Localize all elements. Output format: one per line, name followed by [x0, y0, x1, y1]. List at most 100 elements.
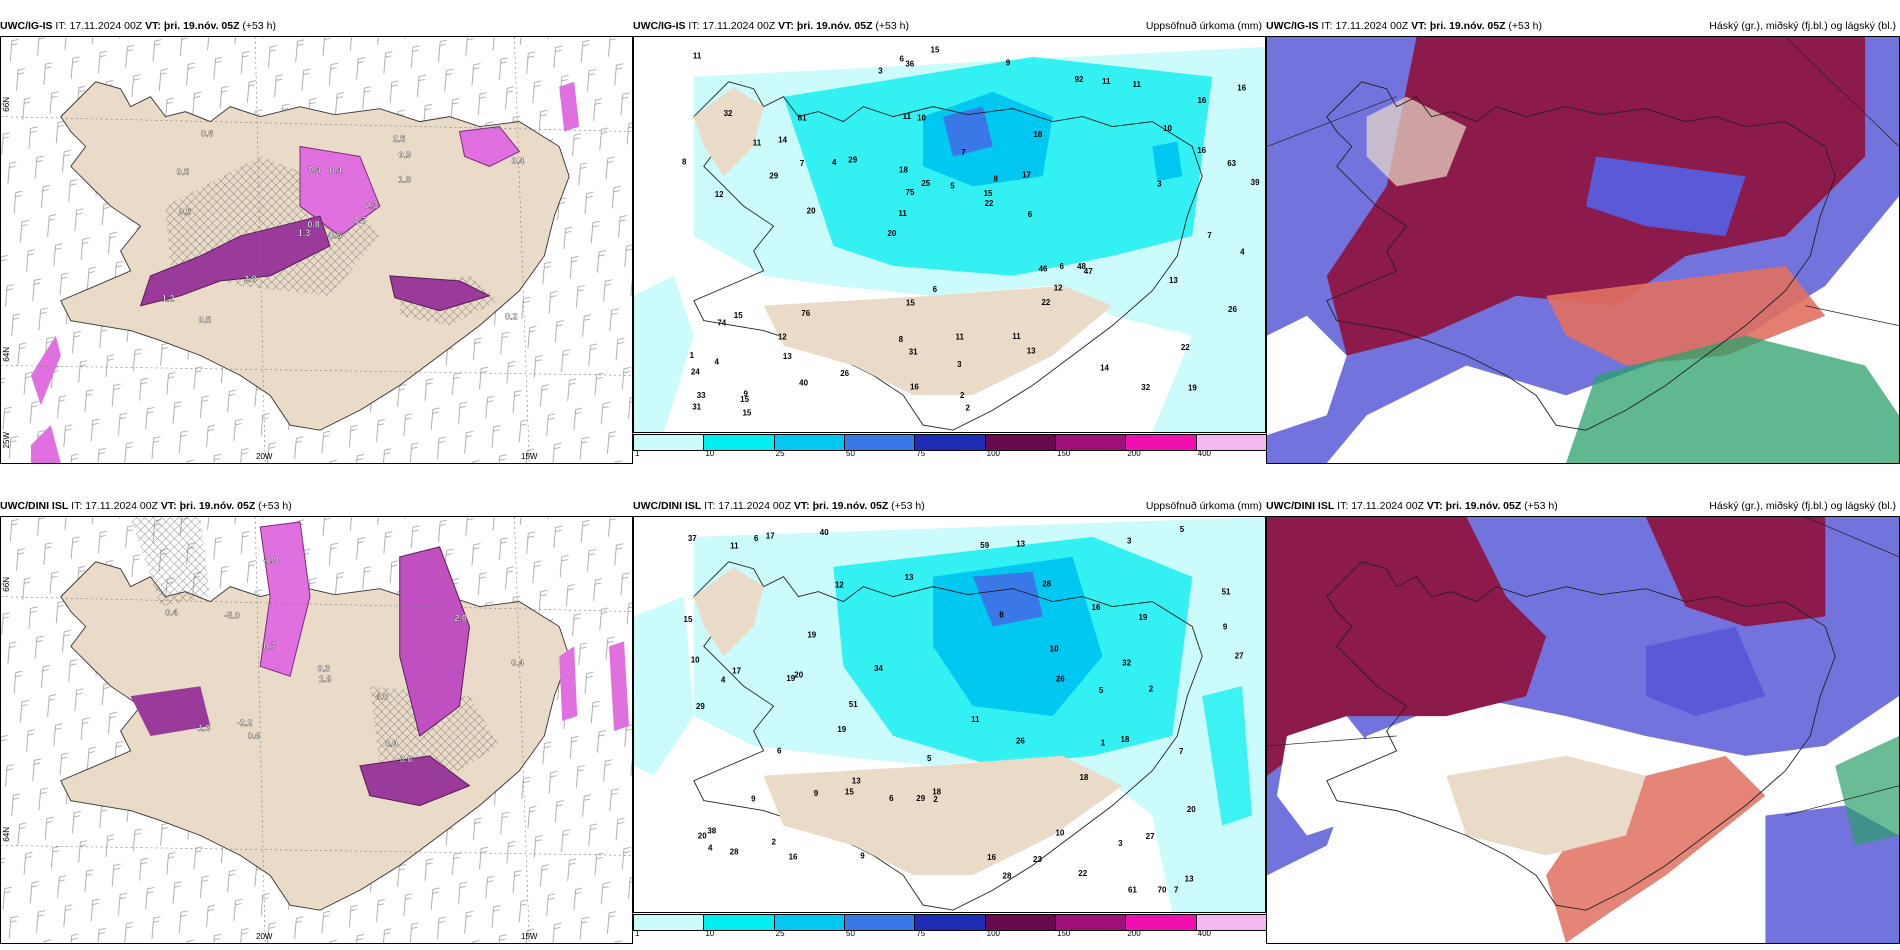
- value-label: 0.4: [165, 607, 177, 617]
- value-label: 7: [1174, 885, 1179, 894]
- value-label: 6: [754, 534, 759, 543]
- wind-map[interactable]: -3.6 -1.0 -2.2 -5.0 2.0 0.9 0.4 0.7 1.8 0.6 -1.3 0.…: [0, 516, 633, 944]
- value-label: 3: [957, 360, 962, 369]
- value-label: 8: [899, 335, 904, 344]
- iceland-outline: [1326, 561, 1836, 911]
- value-label: 11: [693, 52, 702, 61]
- precip-colorbar: 1 10 25 50 75 100 150 200 400: [633, 434, 1266, 458]
- value-label: 24: [691, 367, 700, 376]
- value-label: 74: [717, 319, 726, 328]
- value-label: 0.4: [511, 658, 523, 668]
- value-label: 8: [994, 174, 999, 183]
- value-label: 11: [898, 209, 907, 218]
- value-label: -1.0: [263, 555, 278, 565]
- value-label: 20: [698, 831, 707, 840]
- value-label: 1: [690, 351, 695, 360]
- value-label: 6: [933, 285, 938, 294]
- value-label: 51: [849, 700, 858, 709]
- panel-title: Háský (gr.), miðský (fj.bl.) og lágský (…: [1709, 500, 1896, 512]
- value-label: 12: [835, 581, 844, 590]
- colorbar-label: 100: [986, 929, 1001, 938]
- value-label: 16: [1237, 83, 1246, 92]
- lat-label: 64N: [2, 347, 11, 362]
- value-label: 4: [715, 357, 720, 366]
- value-label: 37: [688, 534, 697, 543]
- value-label: 27: [1235, 651, 1244, 660]
- value-label: 13: [1185, 875, 1194, 884]
- cloud-map[interactable]: [1266, 36, 1900, 464]
- value-label: 19: [1188, 384, 1197, 393]
- lat-label: 66N: [2, 577, 11, 592]
- panel-title: Uppsöfnuð úrkoma (mm): [1145, 20, 1262, 32]
- value-label: 59: [980, 541, 989, 550]
- value-label: 10: [1055, 828, 1064, 837]
- precip-map[interactable]: 5 19 6 18 7 12 29 19 15 5 2 59 37 61 51 10 11 27 51 34 70 20 2…: [633, 516, 1266, 913]
- value-label: 19: [786, 674, 795, 683]
- value-label: 13: [1016, 540, 1025, 549]
- value-label: 9: [814, 789, 819, 798]
- colorbar-label: 200: [1127, 449, 1141, 458]
- lon-label: 15W: [521, 452, 538, 461]
- value-label: 5: [950, 182, 955, 191]
- panel-header: UWC/IG-IS IT: 17.11.2024 00Z VT: þri. 19…: [1266, 20, 1542, 32]
- value-label: 17: [766, 531, 775, 540]
- colorbar-label: 400: [1197, 449, 1212, 458]
- panel-title: Háský (gr.), miðský (fj.bl.) og lágský (…: [1709, 20, 1896, 32]
- iceland-outline: [1326, 81, 1836, 431]
- value-label: 6: [900, 54, 905, 63]
- value-label: 18: [899, 165, 908, 174]
- value-label: 48: [1077, 262, 1086, 271]
- value-label: 6: [777, 746, 782, 755]
- value-label: 3: [1157, 180, 1162, 189]
- value-label: 11: [1133, 80, 1142, 89]
- value-label: 4: [1240, 248, 1245, 257]
- value-label: 15: [684, 615, 693, 624]
- value-label: 11: [971, 715, 980, 724]
- value-label: -1.3: [195, 723, 210, 733]
- value-label: 70: [1158, 886, 1167, 895]
- colorbar-label: 10: [705, 929, 715, 938]
- colorbar-swatch: [703, 434, 775, 451]
- value-label: 9: [743, 389, 748, 398]
- value-label: 6: [889, 794, 894, 803]
- precip-map[interactable]: 19 12 16 20 18 9 11 7 15 29 24 13 10 8 47 32 36 39 46 16 11 8…: [633, 36, 1266, 433]
- value-label: 20: [794, 670, 803, 679]
- value-label: 2.0: [454, 613, 466, 623]
- colorbar-swatch: [633, 914, 705, 931]
- value-label: 9: [1223, 622, 1228, 631]
- value-label: 32: [1141, 383, 1150, 392]
- value-label: 4: [721, 675, 726, 684]
- value-label: 0.4: [329, 165, 341, 175]
- value-label: 13: [783, 352, 792, 361]
- value-label: 32: [724, 109, 733, 118]
- value-label: 51: [1222, 588, 1231, 597]
- panel-dini-clouds: UWC/DINI ISL IT: 17.11.2024 00Z VT: þri.…: [1266, 496, 1900, 944]
- value-label: 16: [1198, 96, 1207, 105]
- value-label: 16: [910, 383, 919, 392]
- value-label: 40: [820, 528, 829, 537]
- value-label: 16: [789, 852, 798, 861]
- wind-map-canvas: -0.5 0.5 0.8 1.2 2.3 2.8 2.5 0.4 0.9 0.7 0.6 0.2 0.5…: [1, 37, 632, 463]
- value-label: 16: [987, 853, 996, 862]
- value-label: 17: [732, 666, 741, 675]
- value-label: 26: [1228, 305, 1237, 314]
- value-label: 11: [955, 332, 964, 341]
- panel-ig-is-wind: UWC/IG-IS IT: 17.11.2024 00Z VT: þri. 19…: [0, 16, 633, 464]
- value-label: 31: [692, 402, 701, 411]
- value-label: 0.3: [317, 663, 329, 673]
- value-label: 10: [691, 655, 700, 664]
- wind-map[interactable]: -0.5 0.5 0.8 1.2 2.3 2.8 2.5 0.4 0.9 0.7 0.6 0.2 0.5…: [0, 36, 633, 464]
- value-label: 9: [751, 794, 756, 803]
- panel-header: UWC/IG-IS IT: 17.11.2024 00Z VT: þri. 19…: [633, 20, 909, 32]
- value-label: 32: [1122, 659, 1131, 668]
- value-label: 11: [1012, 332, 1021, 341]
- cloud-map[interactable]: [1266, 516, 1900, 944]
- value-label: -2.2: [237, 718, 252, 728]
- cloud-map-canvas: [1267, 517, 1899, 943]
- colorbar-swatch: [633, 434, 705, 451]
- value-label: 25: [921, 179, 930, 188]
- panel-header: UWC/DINI ISL IT: 17.11.2024 00Z VT: þri.…: [0, 500, 292, 512]
- lon-label: 20W: [256, 932, 273, 941]
- value-label: 20: [887, 229, 896, 238]
